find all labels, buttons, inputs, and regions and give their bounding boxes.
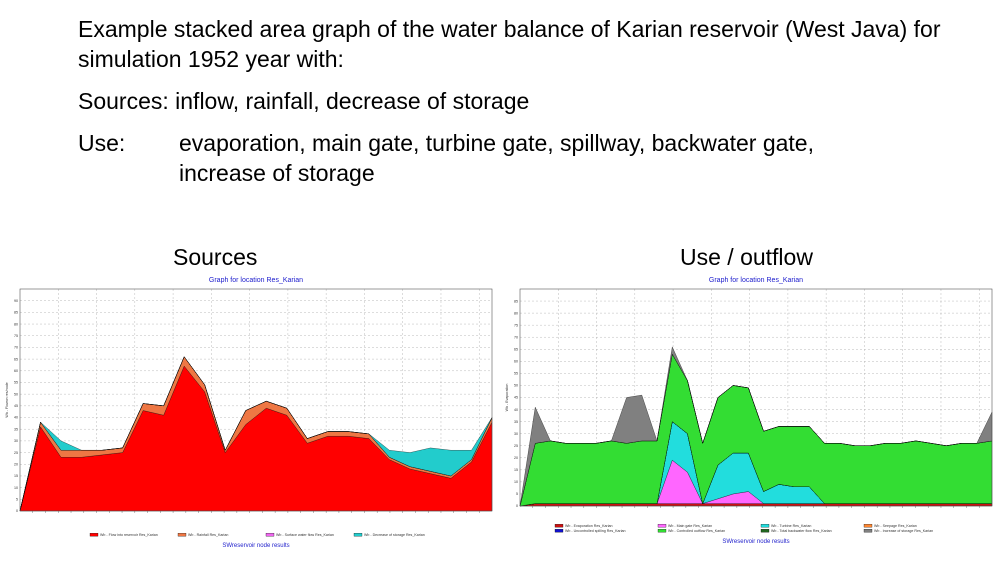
y-axis-label: Wb - Evaporation — [505, 384, 509, 412]
y-tick-label: 85 — [514, 299, 518, 303]
use-line: Use: evaporation, main gate, turbine gat… — [78, 128, 958, 188]
series-area-0 — [519, 503, 993, 507]
y-tick-label: 60 — [14, 369, 18, 373]
legend-label-7: Wb - Increase of storage Res_Karian — [874, 529, 933, 533]
plot-frame — [19, 288, 493, 512]
y-tick-label: 65 — [14, 357, 18, 361]
legend-swatch-3 — [863, 524, 873, 528]
slide-text: Example stacked area graph of the water … — [78, 14, 958, 188]
legend-swatch-0 — [554, 524, 564, 528]
legend-swatch-1 — [657, 524, 667, 528]
y-axis-label: Wb - Flowon res/node — [5, 382, 9, 417]
y-tick-label: 60 — [514, 360, 518, 364]
y-tick-label: 70 — [14, 346, 18, 350]
legend-swatch-4 — [554, 529, 564, 533]
y-tick-label: 0 — [516, 504, 518, 508]
y-tick-label: 75 — [514, 323, 518, 327]
legend-swatch-1 — [177, 533, 187, 537]
legend-swatch-0 — [89, 533, 99, 537]
use-items-line-1: evaporation, main gate, turbine gate, sp… — [179, 130, 814, 156]
y-tick-label: 65 — [514, 347, 518, 351]
legend-swatch-5 — [657, 529, 667, 533]
sources-chart: Graph for location Res_Karian 0 5 10 15 20 25 3… — [5, 277, 493, 549]
chart-title: Graph for location Res_Karian — [709, 277, 803, 284]
legend-label-3: Wb - Decrease of storage Res_Karian — [364, 533, 425, 537]
y-tick-label: 50 — [14, 392, 18, 396]
y-tick-label: 50 — [514, 384, 518, 388]
legend-label-5: Wb - Controlled outflow Res_Karian — [668, 529, 725, 533]
y-tick-label: 30 — [514, 432, 518, 436]
plot-frame — [519, 288, 993, 507]
y-tick-label: 55 — [14, 381, 18, 385]
sources-line: Sources: inflow, rainfall, decrease of s… — [78, 88, 530, 114]
y-tick-label: 80 — [514, 311, 518, 315]
y-tick-label: 15 — [514, 468, 518, 472]
legend-swatch-7 — [863, 529, 873, 533]
series-area-0 — [19, 365, 493, 512]
legend-swatch-2 — [760, 524, 770, 528]
legend-label-6: Wb - Total backwater flow Res_Karian — [771, 529, 832, 533]
y-tick-label: 45 — [514, 396, 518, 400]
y-tick-label: 20 — [14, 462, 18, 466]
y-tick-label: 40 — [14, 416, 18, 420]
legend-swatch-2 — [265, 533, 275, 537]
y-tick-label: 30 — [14, 439, 18, 443]
use-panel-title: Use / outflow — [680, 244, 813, 270]
legend-label-1: Wb - Main gate Res_Karian — [668, 524, 712, 528]
y-tick-label: 80 — [14, 322, 18, 326]
y-tick-label: 35 — [14, 427, 18, 431]
legend-swatch-3 — [353, 533, 363, 537]
y-tick-label: 90 — [14, 299, 18, 303]
y-tick-label: 40 — [514, 408, 518, 412]
y-tick-label: 35 — [514, 420, 518, 424]
chart-title: Graph for location Res_Karian — [209, 277, 303, 284]
y-tick-label: 15 — [14, 474, 18, 478]
y-tick-label: 85 — [14, 311, 18, 315]
y-tick-label: 55 — [514, 372, 518, 376]
y-tick-label: 70 — [514, 335, 518, 339]
y-tick-label: 25 — [14, 451, 18, 455]
y-tick-label: 75 — [14, 334, 18, 338]
y-tick-label: 10 — [514, 480, 518, 484]
use-label: Use: — [78, 130, 126, 156]
legend-swatch-6 — [760, 529, 770, 533]
sources-panel-title: Sources — [173, 244, 258, 270]
y-tick-label: 5 — [516, 492, 518, 496]
legend-label-3: Wb - Seepage Res_Karian — [874, 524, 917, 528]
legend-label-2: Wb - Turbine Res_Karian — [771, 524, 811, 528]
chart-footer: SWreservoir node results — [722, 539, 789, 545]
y-tick-label: 5 — [16, 498, 18, 502]
y-tick-label: 10 — [14, 486, 18, 490]
use-items-line-2: increase of storage — [179, 160, 375, 186]
chart-footer: SWreservoir node results — [222, 543, 289, 549]
y-tick-label: 0 — [16, 509, 18, 513]
legend-label-0: Wb - Flow into reservoir Res_Karian — [100, 533, 158, 537]
slide-intro: Example stacked area graph of the water … — [78, 16, 941, 72]
y-tick-label: 20 — [514, 456, 518, 460]
y-tick-label: 25 — [514, 444, 518, 448]
use-outflow-chart: Graph for location Res_Karian 0 5 10 15 20 25 3… — [505, 277, 993, 545]
legend-label-0: Wb - Evaporation Res_Karian — [565, 524, 613, 528]
y-tick-label: 45 — [14, 404, 18, 408]
use-items: evaporation, main gate, turbine gate, sp… — [179, 128, 958, 188]
legend-label-2: Wb - Surface water flow Res_Karian — [276, 533, 334, 537]
legend-label-4: Wb - Uncontrolled spilling Res_Karian — [565, 529, 626, 533]
legend-label-1: Wb - Rainfall Res_Karian — [188, 533, 228, 537]
